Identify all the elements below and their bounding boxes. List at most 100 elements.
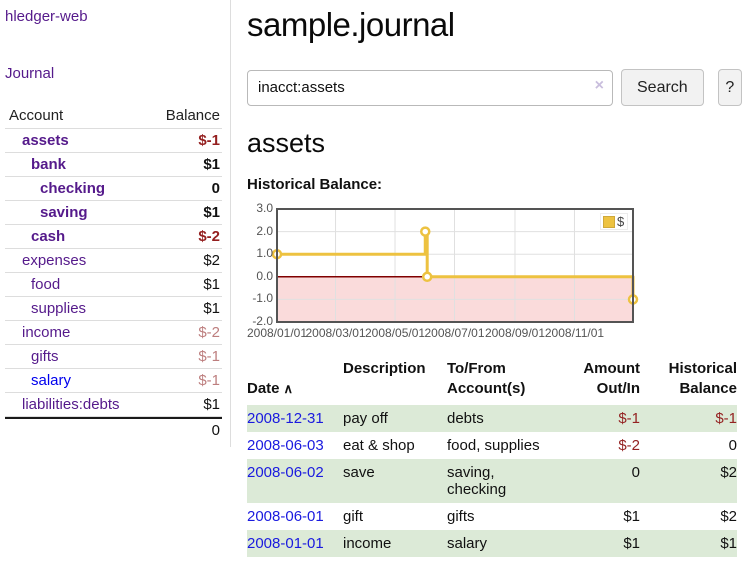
account-list: assets $-1 bank $1 checking 0 saving $1 cash $-2 e… <box>5 129 222 417</box>
account-row: checking 0 <box>5 177 222 201</box>
account-row: assets $-1 <box>5 129 222 153</box>
transaction-balance: $-1 <box>640 405 737 432</box>
register-body: 2008-12-31 pay off debts $-1 $-1 2008-06-03 ea… <box>247 405 737 557</box>
x-axis-tick-label: 2008/09/01 <box>484 326 545 340</box>
account-total-row: 0 <box>5 417 222 442</box>
account-row: salary $-1 <box>5 369 222 393</box>
transaction-description: gift <box>343 508 364 525</box>
account-balance: $1 <box>203 396 220 413</box>
main-content: sample.journal × Search ? assets Histori… <box>247 0 742 557</box>
sort-ascending-icon: ∧ <box>283 381 293 396</box>
sidebar-account-link[interactable]: cash <box>31 228 66 245</box>
sidebar-account-link[interactable]: bank <box>31 156 67 173</box>
y-axis-tick-label: -2.0 <box>252 314 273 328</box>
sidebar: hledger-web Journal Account Balance asse… <box>0 0 231 447</box>
register-header-accounts: To/From Account(s) <box>447 360 526 397</box>
balance-column-header: Balance <box>165 107 220 124</box>
account-balance: $-1 <box>198 348 220 365</box>
total-balance: 0 <box>211 422 220 439</box>
account-row: food $1 <box>5 273 222 297</box>
account-balance: $2 <box>203 252 220 269</box>
app-brand-link[interactable]: hledger-web <box>5 8 88 25</box>
search-bar: × Search ? <box>247 69 742 106</box>
sidebar-item-journal[interactable]: Journal <box>5 65 55 82</box>
search-input[interactable] <box>247 69 613 106</box>
account-heading: assets <box>247 128 326 158</box>
register-header-row: Date ∧ Description To/From Account(s) Amo… <box>247 359 737 405</box>
account-row: expenses $2 <box>5 249 222 273</box>
x-axis-tick-label: 2008/03/01 <box>305 326 366 340</box>
sort-by-date-link[interactable]: Date ∧ <box>247 380 293 397</box>
account-row: income $-2 <box>5 321 222 345</box>
page-title: sample.journal <box>247 6 455 43</box>
transaction-amount: $1 <box>567 530 640 557</box>
transaction-amount: 0 <box>567 459 640 503</box>
transaction-date-link[interactable]: 2008-01-01 <box>247 535 324 552</box>
register-row: 2008-06-01 gift gifts $1 $2 <box>247 503 737 530</box>
transaction-accounts: gifts <box>447 508 475 525</box>
transaction-description: income <box>343 530 447 557</box>
transaction-date-link[interactable]: 2008-06-03 <box>247 437 324 454</box>
sidebar-account-link[interactable]: liabilities:debts <box>22 396 120 413</box>
register-header-balance: Historical Balance <box>668 360 737 397</box>
help-button[interactable]: ? <box>717 69 742 106</box>
sidebar-account-link[interactable]: assets <box>22 132 69 149</box>
transaction-accounts: debts <box>447 405 567 432</box>
register-table: Date ∧ Description To/From Account(s) Amo… <box>247 359 737 557</box>
account-row: gifts $-1 <box>5 345 222 369</box>
sidebar-account-link[interactable]: gifts <box>31 348 59 365</box>
transaction-amount: $-2 <box>618 437 640 454</box>
y-axis-tick-label: 0.0 <box>256 268 273 283</box>
sidebar-account-link[interactable]: salary <box>31 372 72 389</box>
transaction-date-link[interactable]: 2008-12-31 <box>247 410 324 427</box>
x-axis-tick-label: 2008/05/01 <box>364 326 426 340</box>
sidebar-account-link[interactable]: expenses <box>22 252 87 269</box>
account-balance: $-1 <box>198 372 220 389</box>
sidebar-account-link[interactable]: income <box>22 324 71 341</box>
sidebar-account-link[interactable]: food <box>31 276 61 293</box>
account-balance: $1 <box>203 276 220 293</box>
x-axis-tick-label: 2008/07/01 <box>424 326 485 340</box>
account-balance-table: Account Balance assets $-1 bank $1 checking 0… <box>5 104 222 442</box>
register-row: 2008-06-03 eat & shop food, supplies $-2 0 <box>247 432 737 459</box>
x-axis-tick-label: 2008/01/01 <box>246 326 308 340</box>
account-balance: $1 <box>203 204 220 221</box>
series-legend-label: $ <box>617 214 625 229</box>
transaction-date-link[interactable]: 2008-06-02 <box>247 464 324 481</box>
register-row: 2008-12-31 pay off debts $-1 $-1 <box>247 405 737 432</box>
transaction-accounts: salary <box>447 530 567 557</box>
chart-legend: $ <box>600 213 629 230</box>
transaction-amount: $1 <box>623 508 640 525</box>
search-button[interactable]: Search <box>621 69 704 106</box>
transaction-description: eat & shop <box>343 437 415 454</box>
transaction-balance: 0 <box>728 437 737 454</box>
transaction-balance: $2 <box>640 459 737 503</box>
register-row: 2008-01-01 income salary $1 $1 <box>247 530 737 557</box>
account-row: bank $1 <box>5 153 222 177</box>
account-balance: $-2 <box>198 324 220 341</box>
account-row: saving $1 <box>5 201 222 225</box>
transaction-date-link[interactable]: 2008-06-01 <box>247 508 324 525</box>
x-axis-tick-label: 2008/11/01 <box>544 326 605 340</box>
series-swatch-icon <box>603 215 615 228</box>
account-balance: $-2 <box>198 228 220 245</box>
register-row: 2008-06-02 save saving, checking 0 $2 <box>247 459 737 503</box>
y-axis-tick-label: 2.0 <box>256 223 273 238</box>
transaction-description: save <box>343 459 447 503</box>
account-row: liabilities:debts $1 <box>5 393 222 417</box>
account-balance: $1 <box>203 156 220 173</box>
register-header-amount: Amount Out/In <box>583 360 640 397</box>
sidebar-account-link[interactable]: checking <box>40 180 106 197</box>
sidebar-account-link[interactable]: saving <box>40 204 88 221</box>
y-axis-tick-label: 3.0 <box>256 201 273 215</box>
clear-search-icon[interactable]: × <box>594 76 604 94</box>
transaction-amount: $-1 <box>567 405 640 432</box>
account-balance: $-1 <box>198 132 220 149</box>
y-axis-tick-label: -1.0 <box>252 291 273 306</box>
transaction-balance: $2 <box>720 508 737 525</box>
balance-chart-svg <box>271 208 639 323</box>
account-table-header: Account Balance <box>5 104 222 129</box>
account-row: cash $-2 <box>5 225 222 249</box>
sidebar-account-link[interactable]: supplies <box>31 300 87 317</box>
transaction-accounts: saving, checking <box>447 459 567 503</box>
